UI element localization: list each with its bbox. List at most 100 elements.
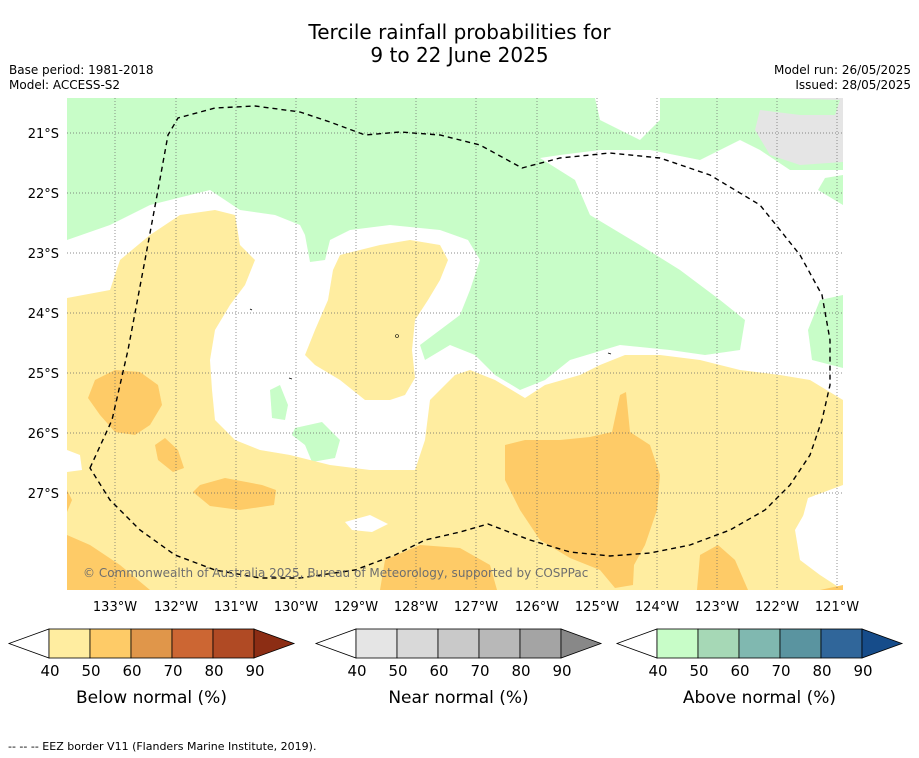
below-normal-60-southwest <box>67 535 150 590</box>
below-normal-60-small <box>155 438 184 472</box>
lat-tick-label: 26°S <box>28 427 59 442</box>
below-normal-60-southeast <box>697 545 748 590</box>
legend-tick-label: 40 <box>40 662 59 680</box>
near-normal-region <box>755 98 843 165</box>
longitude-labels: 133°W 132°W 131°W 130°W 129°W 128°W 127°… <box>93 600 859 615</box>
lon-tick-label: 124°W <box>635 600 679 615</box>
island-mark <box>249 308 253 311</box>
lat-tick-label: 25°S <box>28 367 59 382</box>
legend-colorbar: 40 50 60 70 80 90 Near normal (%) <box>314 628 603 708</box>
legend-extend-high <box>253 628 296 659</box>
below-normal-60-edge-west <box>67 490 72 512</box>
legend-swatch <box>519 628 562 659</box>
legend-tick-label: 40 <box>347 662 366 680</box>
below-normal-region-centre <box>305 240 448 400</box>
chart-title-line1: Tercile rainfall probabilities for <box>308 20 611 44</box>
lon-tick-label: 123°W <box>695 600 739 615</box>
legend-swatch <box>89 628 132 659</box>
legend-tick-label: 80 <box>511 662 530 680</box>
model-run-label: Model run: 26/05/2025 <box>773 63 911 77</box>
legend-tick-label: 50 <box>81 662 100 680</box>
lon-tick-label: 127°W <box>454 600 498 615</box>
legend-extend-low <box>7 628 50 659</box>
copyright-notice: © Commonwealth of Australia 2025, Bureau… <box>83 566 588 580</box>
legend-swatch <box>697 628 740 659</box>
legend-swatch <box>355 628 398 659</box>
white-hole-west-edge <box>67 450 82 472</box>
below-normal-60-south <box>380 545 497 590</box>
below-normal-60-centre <box>505 392 660 588</box>
legend-swatch <box>130 628 173 659</box>
legend-colorbar: 40 50 60 70 80 90 Above normal (%) <box>615 628 904 708</box>
legend-title: Above normal (%) <box>683 688 836 708</box>
lon-tick-label: 121°W <box>815 600 859 615</box>
island-mark <box>288 377 293 380</box>
lat-tick-label: 23°S <box>28 247 59 262</box>
above-normal-region-north <box>67 98 843 390</box>
above-normal-blob-1 <box>270 385 288 420</box>
lon-tick-label: 128°W <box>394 600 438 615</box>
legend-colorbar: 40 50 60 70 80 90 Below normal (%) <box>7 628 296 708</box>
lon-tick-label: 126°W <box>515 600 559 615</box>
legend-extend-high <box>560 628 603 659</box>
island-mark <box>395 334 399 338</box>
legend-extend-low <box>314 628 357 659</box>
legend-swatch <box>437 628 480 659</box>
legend-tick-label: 70 <box>771 662 790 680</box>
legend-extend-low <box>615 628 658 659</box>
issued-label: Issued: 28/05/2025 <box>795 78 911 92</box>
legend-swatch <box>48 628 91 659</box>
legend-swatch <box>738 628 781 659</box>
latitude-labels: 21°S 22°S 23°S 24°S 25°S 26°S 27°S <box>28 127 59 502</box>
lon-tick-label: 129°W <box>334 600 378 615</box>
lat-tick-label: 27°S <box>28 487 59 502</box>
legend-extend-high <box>861 628 904 659</box>
legend-tick-label: 80 <box>204 662 223 680</box>
lon-tick-label: 122°W <box>755 600 799 615</box>
lat-tick-label: 22°S <box>28 187 59 202</box>
legend-title: Near normal (%) <box>388 688 528 708</box>
eez-footnote: -- -- -- EEZ border V11 (Flanders Marine… <box>8 740 317 753</box>
lat-tick-label: 21°S <box>28 127 59 142</box>
eez-border <box>89 105 831 579</box>
below-normal-60-corner-east <box>820 585 843 590</box>
lon-tick-label: 133°W <box>93 600 137 615</box>
legend-title: Below normal (%) <box>76 688 227 708</box>
legend-tick-label: 50 <box>689 662 708 680</box>
legend-swatch <box>779 628 822 659</box>
grid-lines <box>67 98 843 590</box>
base-period-label: Base period: 1981-2018 <box>9 63 154 77</box>
legend-tick-label: 80 <box>812 662 831 680</box>
lon-tick-label: 130°W <box>274 600 318 615</box>
above-normal-region-east <box>808 295 843 368</box>
legend-tick-label: 90 <box>853 662 872 680</box>
legend-tick-label: 60 <box>429 662 448 680</box>
below-normal-60-mid <box>193 478 276 510</box>
legend-tick-label: 60 <box>122 662 141 680</box>
legend-swatch <box>656 628 699 659</box>
chart-title-line2: 9 to 22 June 2025 <box>370 43 549 67</box>
legend-tick-label: 40 <box>648 662 667 680</box>
below-normal-60-west <box>88 370 162 435</box>
legend-tick-label: 60 <box>730 662 749 680</box>
legend-tick-label: 70 <box>163 662 182 680</box>
legend-tick-label: 90 <box>245 662 264 680</box>
model-label: Model: ACCESS-S2 <box>9 78 121 92</box>
lon-tick-label: 131°W <box>214 600 258 615</box>
legend-tick-label: 90 <box>552 662 571 680</box>
legend-swatch <box>396 628 439 659</box>
lon-tick-label: 132°W <box>154 600 198 615</box>
lon-tick-label: 125°W <box>575 600 619 615</box>
legend-swatch <box>171 628 214 659</box>
white-hole-east <box>798 485 843 578</box>
legend-swatch <box>478 628 521 659</box>
legend-swatch <box>212 628 255 659</box>
legend-tick-label: 50 <box>388 662 407 680</box>
above-normal-blob-2 <box>292 422 340 462</box>
lat-tick-label: 24°S <box>28 307 59 322</box>
legend-swatch <box>820 628 863 659</box>
legend-tick-label: 70 <box>470 662 489 680</box>
island-mark <box>607 352 612 355</box>
legends: 40 50 60 70 80 90 Below normal (%) 40 50 60 70 80 90… <box>7 628 904 708</box>
